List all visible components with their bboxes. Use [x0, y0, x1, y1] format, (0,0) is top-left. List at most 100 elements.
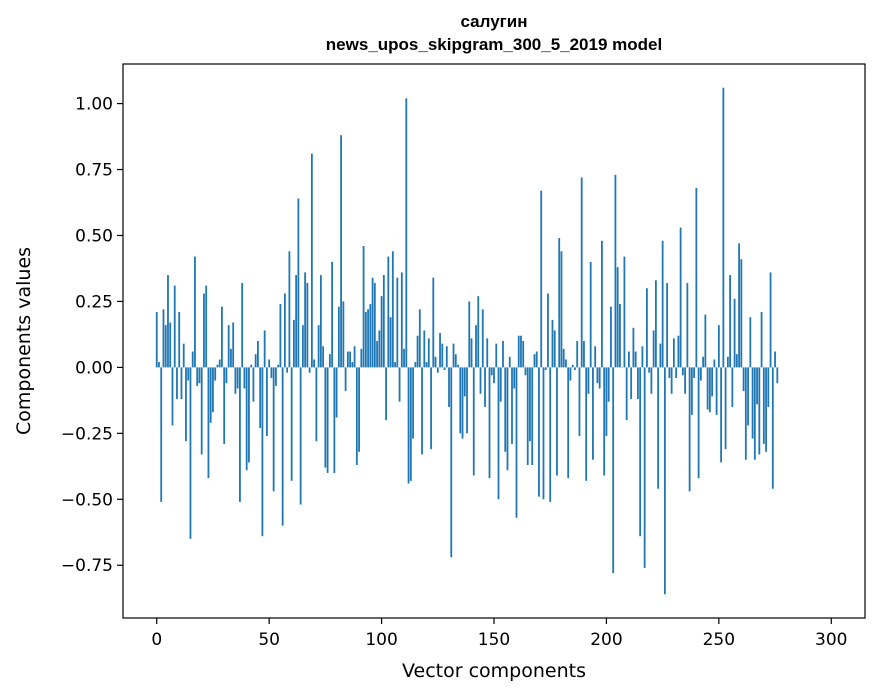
bar-158 — [511, 367, 513, 444]
bar-269 — [760, 311, 763, 368]
bar-206 — [619, 304, 621, 368]
bar-231 — [675, 367, 678, 378]
bar-101 — [382, 275, 385, 368]
bar-31 — [225, 367, 228, 384]
bar-219 — [648, 367, 651, 373]
bar-73 — [319, 275, 322, 368]
bar-265 — [751, 367, 754, 439]
bar-5 — [167, 275, 169, 368]
bar-163 — [522, 341, 525, 368]
bar-19 — [198, 367, 201, 384]
bar-93 — [364, 311, 367, 368]
bar-145 — [481, 309, 484, 368]
bar-38 — [241, 282, 244, 368]
bar-83 — [342, 301, 345, 368]
bar-40 — [245, 367, 248, 471]
bar-72 — [317, 325, 320, 368]
bar-189 — [580, 177, 583, 368]
bar-263 — [747, 367, 749, 426]
bar-109 — [400, 272, 403, 368]
bar-28 — [218, 359, 221, 368]
bar-12 — [182, 343, 185, 368]
bar-100 — [380, 296, 383, 368]
bar-91 — [360, 348, 363, 368]
bar-20 — [200, 367, 203, 455]
bar-272 — [767, 367, 770, 407]
bar-76 — [326, 367, 329, 473]
bar-270 — [762, 367, 765, 444]
plot-frame — [122, 63, 866, 619]
bar-77 — [328, 354, 331, 368]
bar-113 — [409, 367, 412, 481]
bar-191 — [585, 367, 588, 481]
bar-8 — [173, 285, 176, 368]
bar-85 — [346, 351, 349, 368]
x-tick-label: 100 — [365, 630, 397, 650]
bar-142 — [475, 325, 477, 368]
bar-249 — [715, 367, 718, 415]
bar-114 — [412, 367, 414, 439]
bar-99 — [378, 330, 381, 368]
bar-0 — [155, 311, 158, 368]
bar-230 — [672, 338, 675, 368]
y-axis-ticks: −0.75 −0.50 −0.25 0.00 0.25 0.50 0.75 1.00 — [61, 95, 123, 576]
bar-197 — [598, 367, 601, 389]
bar-243 — [702, 356, 705, 368]
bar-10 — [178, 311, 181, 368]
bar-122 — [430, 367, 432, 450]
bar-9 — [176, 367, 178, 400]
bar-157 — [508, 356, 511, 368]
bar-21 — [203, 293, 205, 368]
bar-235 — [684, 367, 687, 394]
bar-128 — [443, 367, 446, 371]
bar-154 — [502, 341, 504, 368]
bar-155 — [504, 367, 507, 452]
bar-273 — [769, 272, 772, 368]
bar-150 — [493, 367, 495, 384]
bar-192 — [587, 367, 590, 394]
bar-90 — [358, 367, 360, 452]
chart-subtitle: news_upos_skipgram_300_5_2019 model — [326, 35, 662, 54]
bar-246 — [708, 367, 711, 413]
bar-146 — [484, 367, 486, 407]
bar-126 — [439, 333, 441, 368]
bar-107 — [396, 277, 399, 368]
bar-247 — [711, 367, 713, 397]
bar-211 — [630, 367, 633, 400]
bar-78 — [331, 261, 334, 368]
bar-115 — [414, 362, 417, 368]
bar-185 — [571, 364, 574, 368]
bar-181 — [562, 348, 565, 368]
bar-228 — [668, 367, 671, 378]
bar-49 — [266, 367, 268, 436]
bar-159 — [513, 367, 516, 389]
bar-30 — [223, 367, 226, 444]
bar-175 — [549, 367, 552, 502]
bar-50 — [268, 359, 271, 368]
bar-271 — [765, 367, 767, 452]
bar-151 — [495, 343, 498, 368]
bar-51 — [270, 367, 273, 378]
bar-74 — [322, 346, 325, 368]
y-tick-label: 0.50 — [75, 226, 113, 246]
bar-94 — [367, 309, 369, 368]
bar-188 — [578, 367, 581, 436]
bar-135 — [459, 367, 462, 434]
bar-60 — [290, 367, 293, 481]
bar-43 — [252, 367, 255, 402]
x-axis-ticks: 0 50 100 150 200 250 300 — [151, 618, 847, 650]
bar-62 — [295, 275, 298, 368]
bar-215 — [639, 367, 642, 537]
bar-68 — [308, 367, 311, 373]
bar-133 — [454, 354, 457, 368]
bar-258 — [735, 354, 738, 368]
bar-63 — [297, 198, 300, 368]
bar-140 — [470, 338, 473, 368]
bar-37 — [239, 367, 241, 502]
bar-106 — [394, 362, 396, 368]
bar-134 — [457, 364, 459, 368]
bar-23 — [207, 367, 210, 479]
bar-195 — [594, 346, 597, 368]
bar-75 — [324, 367, 327, 468]
bar-266 — [753, 367, 756, 460]
